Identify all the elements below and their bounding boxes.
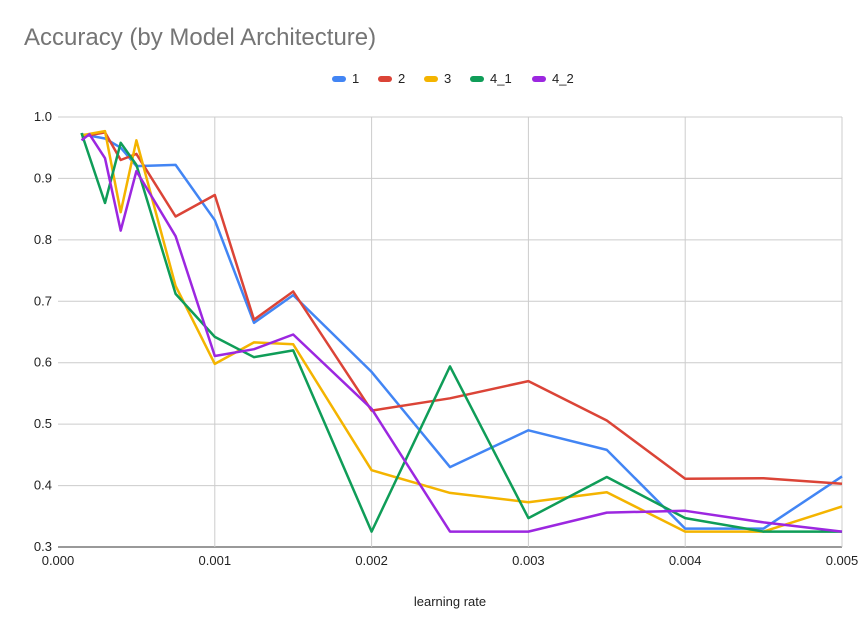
y-tick-label: 0.6 (34, 355, 52, 370)
series-lines (80, 129, 843, 533)
legend-swatch (470, 76, 484, 82)
legend-item-4_1: 4_1 (470, 71, 512, 86)
y-tick-label: 1.0 (34, 109, 52, 124)
legend-label: 4_2 (552, 71, 574, 86)
series-line-2 (81, 131, 843, 485)
legend-item-3: 3 (424, 71, 451, 86)
x-tick-label: 0.000 (42, 553, 75, 568)
y-tick-label: 0.8 (34, 232, 52, 247)
legend: 1 2 3 4_1 4_2 (332, 71, 574, 86)
legend-label: 4_1 (490, 71, 512, 86)
y-tick-label: 0.5 (34, 416, 52, 431)
x-axis-label: learning rate (414, 594, 486, 609)
legend-item-4_2: 4_2 (532, 71, 574, 86)
legend-swatch (424, 76, 438, 82)
gridlines (58, 116, 843, 548)
y-axis-ticks: 0.3 0.4 0.5 0.6 0.7 0.8 0.9 1.0 (34, 109, 52, 554)
legend-item-2: 2 (378, 71, 405, 86)
legend-swatch (378, 76, 392, 82)
series-line-4_1 (80, 132, 842, 533)
x-tick-label: 0.005 (826, 553, 859, 568)
x-tick-label: 0.003 (512, 553, 545, 568)
y-tick-label: 0.9 (34, 170, 52, 185)
series-line-1 (81, 132, 843, 530)
y-tick-label: 0.3 (34, 539, 52, 554)
y-tick-label: 0.7 (34, 293, 52, 308)
x-tick-label: 0.002 (355, 553, 388, 568)
legend-swatch (332, 76, 346, 82)
y-tick-label: 0.4 (34, 478, 52, 493)
legend-label: 1 (352, 71, 359, 86)
legend-label: 2 (398, 71, 405, 86)
legend-swatch (532, 76, 546, 82)
series-line-4_2 (80, 132, 843, 533)
series-line-3 (81, 129, 843, 533)
legend-item-1: 1 (332, 71, 359, 86)
x-tick-label: 0.001 (199, 553, 232, 568)
legend-label: 3 (444, 71, 451, 86)
chart-title: Accuracy (by Model Architecture) (24, 24, 377, 51)
x-axis-ticks: 0.000 0.001 0.002 0.003 0.004 0.005 (42, 553, 859, 568)
x-tick-label: 0.004 (669, 553, 702, 568)
